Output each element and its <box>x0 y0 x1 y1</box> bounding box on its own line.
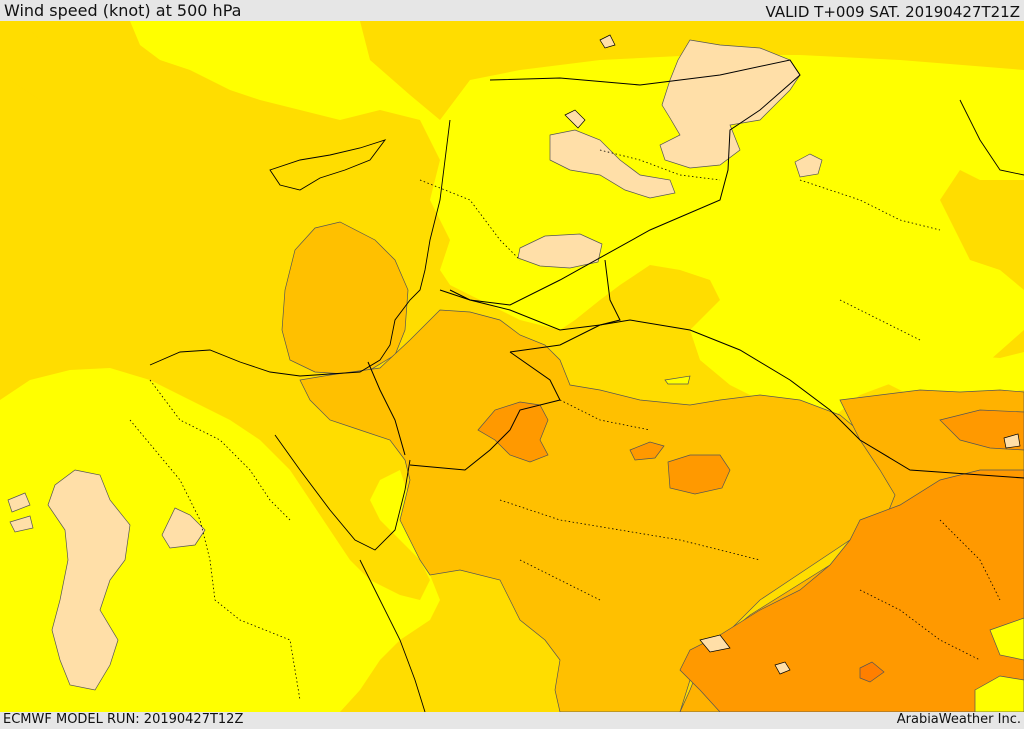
lake-markers <box>564 34 1021 675</box>
valid-time: VALID T+009 SAT. 20190427T21Z <box>765 3 1020 21</box>
dotted-boundaries <box>129 149 1001 701</box>
region-orange-c <box>629 441 665 461</box>
region-orange-a <box>477 401 549 463</box>
region-yellow-east3 <box>970 318 1005 345</box>
coastline-gulf <box>959 99 1024 176</box>
region-lightest-d <box>161 507 206 549</box>
region-orange-east-band <box>939 409 1024 451</box>
border-egypt-israel <box>367 361 406 456</box>
footer-bar: ECMWF MODEL RUN: 20190427T12Z ArabiaWeat… <box>0 712 1024 729</box>
coastline-cyprus <box>269 139 387 191</box>
region-lightest-west <box>47 469 131 691</box>
region-orange-dark-spot <box>859 661 885 683</box>
region-lightest-a <box>549 129 676 199</box>
border-saudi-jordan <box>409 259 621 471</box>
region-lightest-b <box>517 233 603 269</box>
credit-label: ArabiaWeather Inc. <box>896 712 1021 727</box>
coastline-redsea <box>274 434 426 712</box>
region-orange-southeast <box>679 469 1024 712</box>
border-jordan <box>439 289 1024 479</box>
region-yellow-east <box>700 330 810 372</box>
map-title: Wind speed (knot) at 500 hPa <box>4 1 242 20</box>
region-yellow-north <box>130 21 1024 430</box>
region-yellow-east2 <box>880 352 1024 395</box>
coastline-levant <box>149 119 451 377</box>
model-run-label: ECMWF MODEL RUN: 20190427T12Z <box>3 712 244 727</box>
region-lightest-c <box>794 153 823 178</box>
header-bar: Wind speed (knot) at 500 hPa VALID T+009… <box>0 0 1024 21</box>
region-yellow-northwest <box>0 21 140 120</box>
wind-speed-map[interactable] <box>0 21 1024 712</box>
region-yellow-small-spots <box>664 375 1024 712</box>
region-amber-south <box>299 309 901 712</box>
border-syria-iraq <box>449 59 801 306</box>
region-orange-b <box>667 454 731 495</box>
region-lightest-e <box>7 492 34 533</box>
